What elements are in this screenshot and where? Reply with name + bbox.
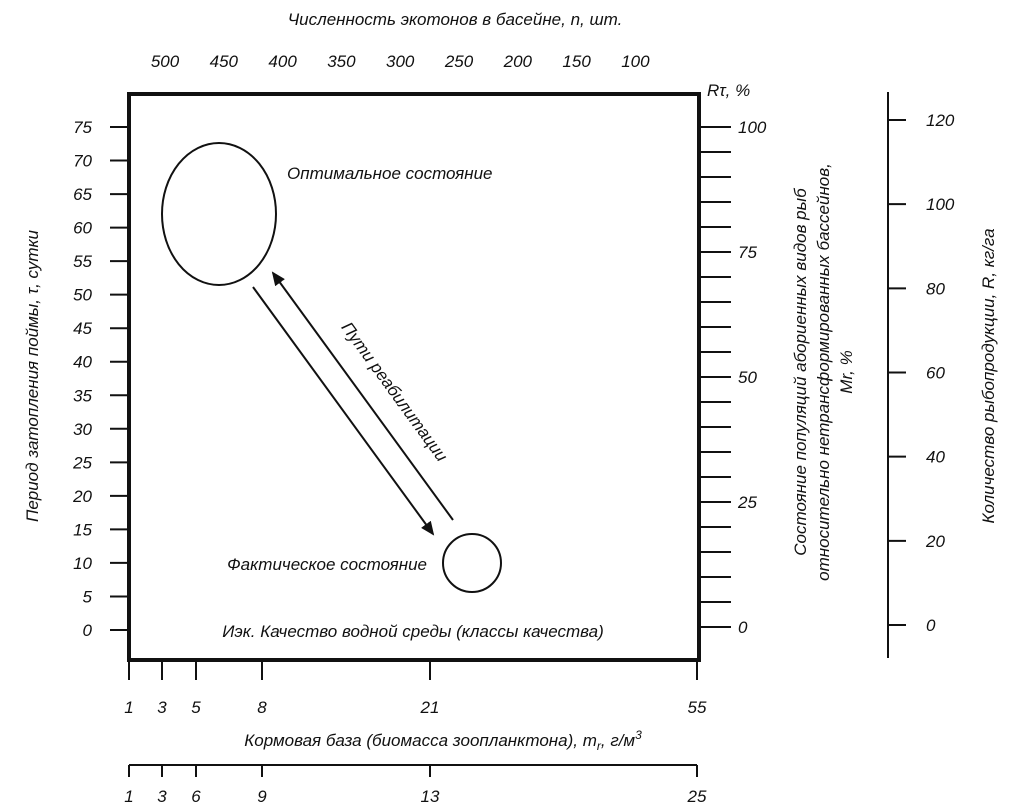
left-axis-tick-label: 65 [73, 185, 92, 204]
left-axis-tick-label: 25 [72, 453, 92, 472]
bottom-axis-2-ticks: 1 3 6 9 13 25 [124, 765, 707, 806]
right-axis-2-tick-label: 100 [926, 195, 955, 214]
left-axis-tick-label: 10 [73, 554, 92, 573]
right-axis-2-ticks: 120 100 80 60 40 20 0 [888, 111, 955, 635]
left-axis-tick-label: 55 [73, 252, 92, 271]
left-axis-tick-label: 35 [73, 386, 92, 405]
bottom-axis-2-title: Кормовая база (биомасса зоопланктона), m… [244, 728, 642, 753]
right-axis-2-tick-label: 60 [926, 364, 945, 383]
right-axis-1-ticks: 100 75 50 25 0 [699, 118, 767, 637]
bottom-axis-1-tick-label: 1 [124, 698, 133, 717]
top-axis-tick-label: 300 [386, 52, 415, 71]
right-axis-1-tick-label: 25 [737, 493, 757, 512]
bottom-axis-2-tick-label: 6 [191, 787, 201, 806]
right-axis-1-title-line1: Состояние популяций абориенных видов рыб [791, 187, 810, 556]
top-axis-tick-label: 100 [621, 52, 650, 71]
left-axis-tick-label: 45 [73, 319, 92, 338]
bottom-axis-1-tick-label: 8 [257, 698, 267, 717]
bottom-axis-1-tick-label: 5 [191, 698, 201, 717]
left-axis-tick-label: 50 [73, 286, 92, 305]
degradation-arrow [252, 286, 435, 536]
right-axis-2-tick-label: 40 [926, 448, 945, 467]
right-axis-1-unit-label: Rτ, % [707, 81, 750, 100]
right-axis-2-tick-label: 80 [926, 279, 945, 298]
top-axis-tick-label: 150 [562, 52, 591, 71]
bottom-axis-2-tick-label: 13 [421, 787, 440, 806]
right-axis-1-title-line2: относительно нетрансформированных бассей… [814, 163, 833, 581]
bottom-axis-2-tick-label: 25 [687, 787, 707, 806]
bottom-axis-1-tick-label: 55 [688, 698, 707, 717]
left-axis-tick-label: 30 [73, 420, 92, 439]
optimal-state-ellipse [161, 142, 277, 286]
actual-state-label: Фактическое состояние [227, 555, 427, 574]
rehabilitation-paths-label: Пути реабилитации [338, 318, 452, 465]
bottom-axis-1-tick-label: 3 [157, 698, 167, 717]
bottom-axis-2-tick-label: 9 [257, 787, 267, 806]
bottom-axis-1-tick-label: 21 [420, 698, 440, 717]
right-axis-2-tick-label: 120 [926, 111, 955, 130]
right-axis-1-tick-label: 0 [738, 618, 748, 637]
right-axis-1-title-line3: Mr, % [837, 350, 856, 393]
top-axis-tick-label: 400 [268, 52, 297, 71]
left-axis-tick-label: 0 [83, 621, 93, 640]
left-axis-tick-label: 20 [72, 487, 92, 506]
top-axis-ticks: 500 450 400 350 300 250 200 150 100 [151, 52, 650, 71]
rehabilitation-arrow [271, 271, 454, 521]
right-axis-2-tick-label: 20 [925, 532, 945, 551]
actual-state-circle [442, 533, 502, 593]
top-axis-tick-label: 250 [444, 52, 474, 71]
left-axis-tick-label: 40 [73, 353, 92, 372]
optimal-state-label: Оптимальное состояние [287, 164, 492, 183]
bottom-axis-2-tick-label: 3 [157, 787, 167, 806]
left-axis-tick-label: 75 [73, 118, 92, 137]
right-axis-1-tick-label: 75 [738, 243, 757, 262]
water-quality-label: Иэк. Качество водной среды (классы качес… [222, 622, 604, 641]
right-axis-2-tick-label: 0 [926, 616, 936, 635]
right-axis-1-tick-label: 50 [738, 368, 757, 387]
bottom-axis-2-tick-label: 1 [124, 787, 133, 806]
right-axis-2-title: Количество рыбопродукции, R, кг/га [979, 228, 998, 523]
top-axis-title: Численность экотонов в басейне, n, шт. [288, 10, 623, 29]
top-axis-tick-label: 500 [151, 52, 180, 71]
top-axis-tick-label: 350 [327, 52, 356, 71]
top-axis-tick-label: 450 [210, 52, 239, 71]
left-axis-title: Период затопления поймы, τ, сутки [23, 229, 42, 522]
bottom-axis-1-ticks: 1 3 5 8 21 55 [124, 660, 707, 717]
top-axis-tick-label: 200 [503, 52, 533, 71]
left-axis-tick-label: 5 [83, 587, 93, 606]
left-axis-tick-label: 60 [73, 219, 92, 238]
left-axis-tick-label: 15 [73, 520, 92, 539]
right-axis-1-tick-label: 100 [738, 118, 767, 137]
left-axis-tick-label: 70 [73, 152, 92, 171]
